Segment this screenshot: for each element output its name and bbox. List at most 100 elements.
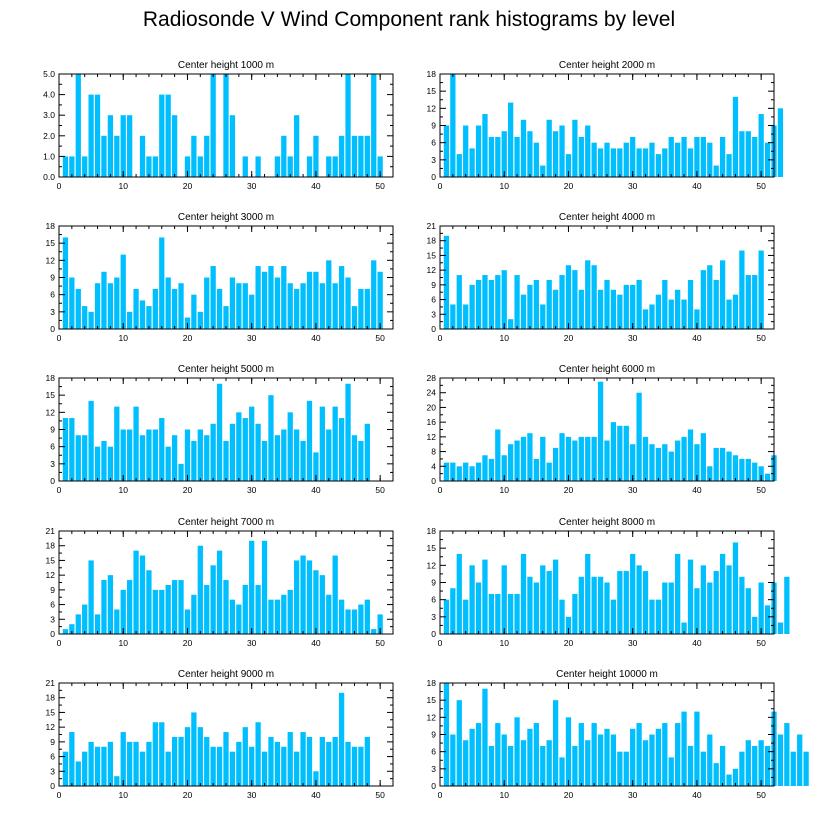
histogram-bar [649,599,655,634]
x-tick-label: 40 [311,181,321,191]
y-tick-label: 6 [431,295,436,305]
histogram-bar [565,616,572,634]
histogram-bar [184,429,191,481]
x-tick-label: 10 [118,333,128,343]
histogram-bar [274,741,281,786]
histogram-bar [306,156,313,177]
y-tick-label: 15 [46,390,56,400]
histogram-bar [326,741,332,786]
y-tick-label: 6 [431,138,436,148]
histogram-bar [617,425,623,481]
y-tick-label: 6 [431,747,436,757]
histogram-bar [675,142,681,177]
histogram-bar [482,559,488,634]
histogram-bar [610,734,617,786]
histogram-bar [358,746,364,786]
histogram-bar [719,745,726,786]
histogram-bar [236,741,242,786]
histogram-bar [332,406,338,481]
x-tick-label: 10 [499,485,509,495]
histogram-bar [668,299,674,329]
histogram-bar [345,609,351,634]
histogram-bar [287,412,293,481]
histogram-bar [726,565,732,634]
histogram-bar [642,148,649,177]
histogram-bar [75,761,81,786]
histogram-bar [249,406,255,481]
y-tick-label: 12 [427,432,437,442]
histogram-bar [758,582,764,634]
y-tick-label: 3 [431,309,436,319]
histogram-bar [351,435,358,481]
y-tick-label: 3 [50,766,55,776]
histogram-bar [546,462,552,481]
y-tick-label: 12 [46,570,56,580]
histogram-bar [475,125,482,177]
histogram-bar [294,115,300,177]
histogram-bar [610,422,617,481]
histogram-bar [300,283,306,329]
panel-title: Center height 4000 m [559,212,655,223]
histogram-bar [623,751,629,786]
histogram-bar [229,277,236,329]
histogram-bar [191,712,197,786]
histogram-bar [617,294,623,329]
histogram-bar [75,614,81,634]
histogram-bar [591,723,597,786]
histogram-bar [745,588,751,634]
histogram-bar [585,260,591,329]
histogram-bar [88,311,94,329]
histogram-bar [101,135,107,177]
histogram-bar [281,594,287,634]
histogram-bar [319,283,325,329]
histogram-bar [604,582,610,634]
y-tick-label: 6 [50,752,55,762]
histogram-bar [713,165,719,177]
x-tick-label: 50 [756,790,766,800]
histogram-bar [501,455,507,481]
histogram-bar [649,734,655,786]
histogram-bar [687,429,694,481]
panel-title: Center height 10000 m [556,669,658,680]
histogram-bar [642,571,649,634]
histogram-bar [636,565,642,634]
y-tick-label: 0 [431,476,436,486]
histogram-bar [443,125,450,177]
histogram-bar [694,588,700,634]
x-tick-label: 30 [628,790,638,800]
histogram-bar [281,746,287,786]
histogram-bar [171,288,178,329]
histogram-bar [358,604,364,634]
histogram-bar [552,289,559,329]
histogram-bar [745,131,751,177]
histogram-bar [597,734,604,786]
x-tick-label: 30 [628,638,638,648]
histogram-bar [636,723,642,786]
histogram-bar [326,260,332,329]
histogram-bar [94,446,101,481]
histogram-bar [578,723,584,786]
histogram-bar [261,751,268,786]
y-tick-label: 0 [431,781,436,791]
histogram-bar [508,102,514,177]
histogram-bar [572,119,578,177]
x-tick-label: 10 [118,638,128,648]
x-tick-label: 40 [311,333,321,343]
histogram-bar [300,440,306,481]
histogram-bar [707,265,713,329]
histogram-bar [88,400,94,481]
histogram-bar [236,412,242,481]
histogram-bar [191,294,197,329]
histogram-bar [133,550,139,634]
histogram-bar [133,288,139,329]
bar-group [443,542,790,634]
histogram-bar [326,429,332,481]
y-tick-label: 6 [50,600,55,610]
histogram-bar [585,740,591,786]
histogram-bar [371,260,377,329]
histogram-bar [456,700,462,786]
histogram-bar [268,736,274,786]
histogram-bar [204,135,210,177]
histogram-bar [636,148,642,177]
